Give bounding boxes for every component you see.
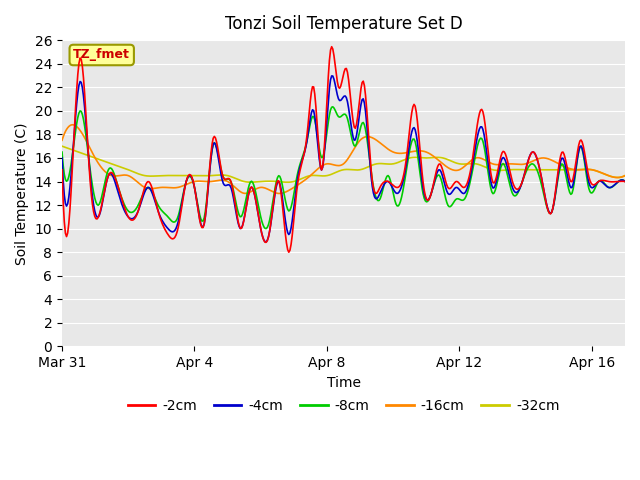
Y-axis label: Soil Temperature (C): Soil Temperature (C) [15,122,29,264]
Title: Tonzi Soil Temperature Set D: Tonzi Soil Temperature Set D [225,15,462,33]
Text: TZ_fmet: TZ_fmet [74,48,130,61]
Legend: -2cm, -4cm, -8cm, -16cm, -32cm: -2cm, -4cm, -8cm, -16cm, -32cm [122,393,565,419]
X-axis label: Time: Time [326,376,360,390]
